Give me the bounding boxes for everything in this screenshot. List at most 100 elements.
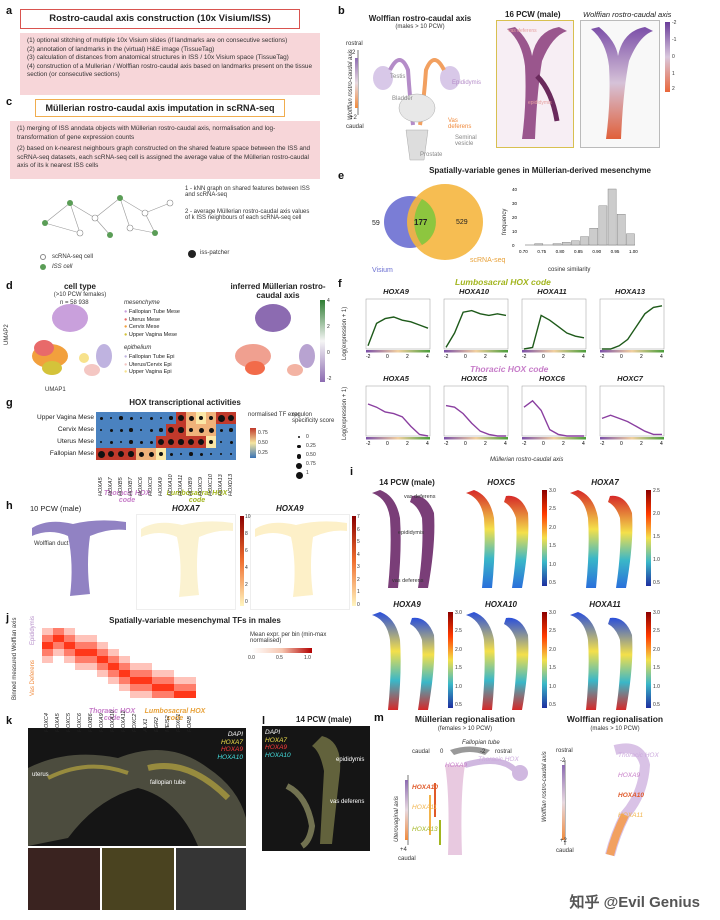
hist-xtick: 0.95 <box>611 249 620 254</box>
d-cb-tick: 2 <box>327 324 330 330</box>
g-size-title: regulon specificity score <box>292 412 335 424</box>
g-thor-label: Thoracic HOX code <box>103 490 151 504</box>
x-tick: 4 <box>426 441 429 446</box>
j-lumbo-label: Lumbosacral HOX code <box>144 708 206 722</box>
j-leg-tick: 0.5 <box>276 655 283 661</box>
j-cell <box>75 663 86 670</box>
m-fallopian: Fallopian tube <box>462 740 500 746</box>
panel-c-steps: (1) merging of ISS anndata objects with … <box>10 121 320 179</box>
j-cell <box>64 670 75 677</box>
j-cell <box>64 649 75 656</box>
j-cell <box>174 677 185 684</box>
x-tick: 0 <box>620 354 623 359</box>
size-label: 0.75 <box>306 461 316 467</box>
i-cb-tick: 1.5 <box>653 534 660 540</box>
i-cb-tick: 2.5 <box>653 628 660 635</box>
j-cell <box>130 628 141 635</box>
g-dot <box>107 450 115 458</box>
axis-gradient <box>600 437 664 440</box>
b-axis-section <box>580 20 660 148</box>
j-cell <box>119 628 130 635</box>
j-cell <box>53 691 64 698</box>
h-cb1-tick: 10 <box>245 514 251 520</box>
j-cell <box>42 649 53 656</box>
g-dot <box>189 452 193 456</box>
step: (1) optional stitching of multiple 10x V… <box>27 37 288 44</box>
j-cell <box>97 656 108 663</box>
g-dot <box>159 416 163 420</box>
d-cb-tick: -2 <box>327 376 332 382</box>
x-tick: 0 <box>542 441 545 446</box>
b-anat-bladder: Bladder <box>392 96 413 102</box>
j-cell <box>174 642 185 649</box>
g-dot <box>149 440 153 444</box>
i-cb-tick: 1.0 <box>549 561 556 568</box>
j-cell <box>53 656 64 663</box>
g-col-label: HOXC8 <box>148 477 154 496</box>
h-cb1-tick: 4 <box>245 565 248 571</box>
legend-item: ● Uterus/Cervix Epi <box>124 361 172 368</box>
hox-plot-title: HOXA9 <box>383 287 409 296</box>
size-dot <box>296 463 302 469</box>
g-dot <box>157 438 165 446</box>
b-min: -2 <box>350 50 356 56</box>
g-dot <box>219 428 223 432</box>
wolffian-schematic <box>355 50 460 161</box>
b-section-title: 16 PCW (male) <box>505 10 561 19</box>
g-row-label: Upper Vagina Mese <box>37 414 94 421</box>
f-thor-title: Thoracic HOX code <box>470 364 549 374</box>
b-max: +2 <box>350 115 357 121</box>
j-cell <box>108 649 119 656</box>
j-rowgroup-vas: Vas Deferens <box>30 660 36 696</box>
i-anat-label: epididymis <box>398 530 424 536</box>
i-cb-tick: 1.5 <box>549 543 556 550</box>
j-cell <box>75 656 86 663</box>
i-tissue-left <box>372 612 401 710</box>
j-cell <box>152 663 163 670</box>
hist-bar <box>598 205 608 246</box>
hist-ylabel: frequency <box>502 208 508 235</box>
j-cell <box>130 691 141 698</box>
j-cell <box>108 642 119 649</box>
i-tissue-right <box>504 617 529 710</box>
j-cell <box>86 649 97 656</box>
j-cell <box>174 656 185 663</box>
channel: HOXA7 <box>220 738 243 746</box>
e-title: Spatially-variable genes in Müllerian-de… <box>429 166 651 175</box>
j-title: Spatially-variable mesenchymal TFs in ma… <box>109 616 281 625</box>
j-cell <box>53 628 64 635</box>
i-panel-title: HOXA9 <box>393 600 421 609</box>
github-icon <box>188 250 196 258</box>
i-cb-tick: 1.5 <box>549 665 556 672</box>
i-spatial-map <box>372 490 435 588</box>
venn-left-name: Visium <box>372 267 393 274</box>
i-panel-title: HOXA7 <box>591 478 619 487</box>
j-cell <box>130 684 141 691</box>
i-tissue-right <box>608 617 633 710</box>
j-cell <box>108 628 119 635</box>
k-fluor-main <box>28 728 246 846</box>
j-cell <box>42 684 53 691</box>
plot-frame <box>599 385 665 437</box>
hist-bar <box>626 233 635 246</box>
g-col-label: HOXA13 <box>218 474 224 496</box>
hox-plot-title: HOXC6 <box>539 374 565 383</box>
j-cell <box>141 684 152 691</box>
venn-right-name: scRNA-seq <box>470 257 506 264</box>
i-spatial-map <box>570 490 633 588</box>
i-spatial-map <box>466 490 529 588</box>
g-dot <box>229 428 233 432</box>
panel-d-label: d <box>6 280 13 292</box>
watermark: 知乎 @Evil Genius <box>569 894 701 911</box>
g-lumbo-label: Lumbosacral HOX code <box>166 490 228 504</box>
i-tissue-left <box>372 490 401 588</box>
g-dot <box>119 416 123 420</box>
d-epi-legend: ● Fallopian Tube Epi ● Uterus/Cervix Epi… <box>124 354 174 377</box>
plot-frame <box>443 298 509 350</box>
g-col-label: HOXA11 <box>178 474 184 496</box>
j-cell <box>163 663 174 670</box>
g-dot <box>198 427 204 433</box>
m-m2: -2 <box>560 758 566 764</box>
b-anat-vas: Vas deferens <box>448 118 472 130</box>
h-cb2-tick: 4 <box>357 551 360 558</box>
